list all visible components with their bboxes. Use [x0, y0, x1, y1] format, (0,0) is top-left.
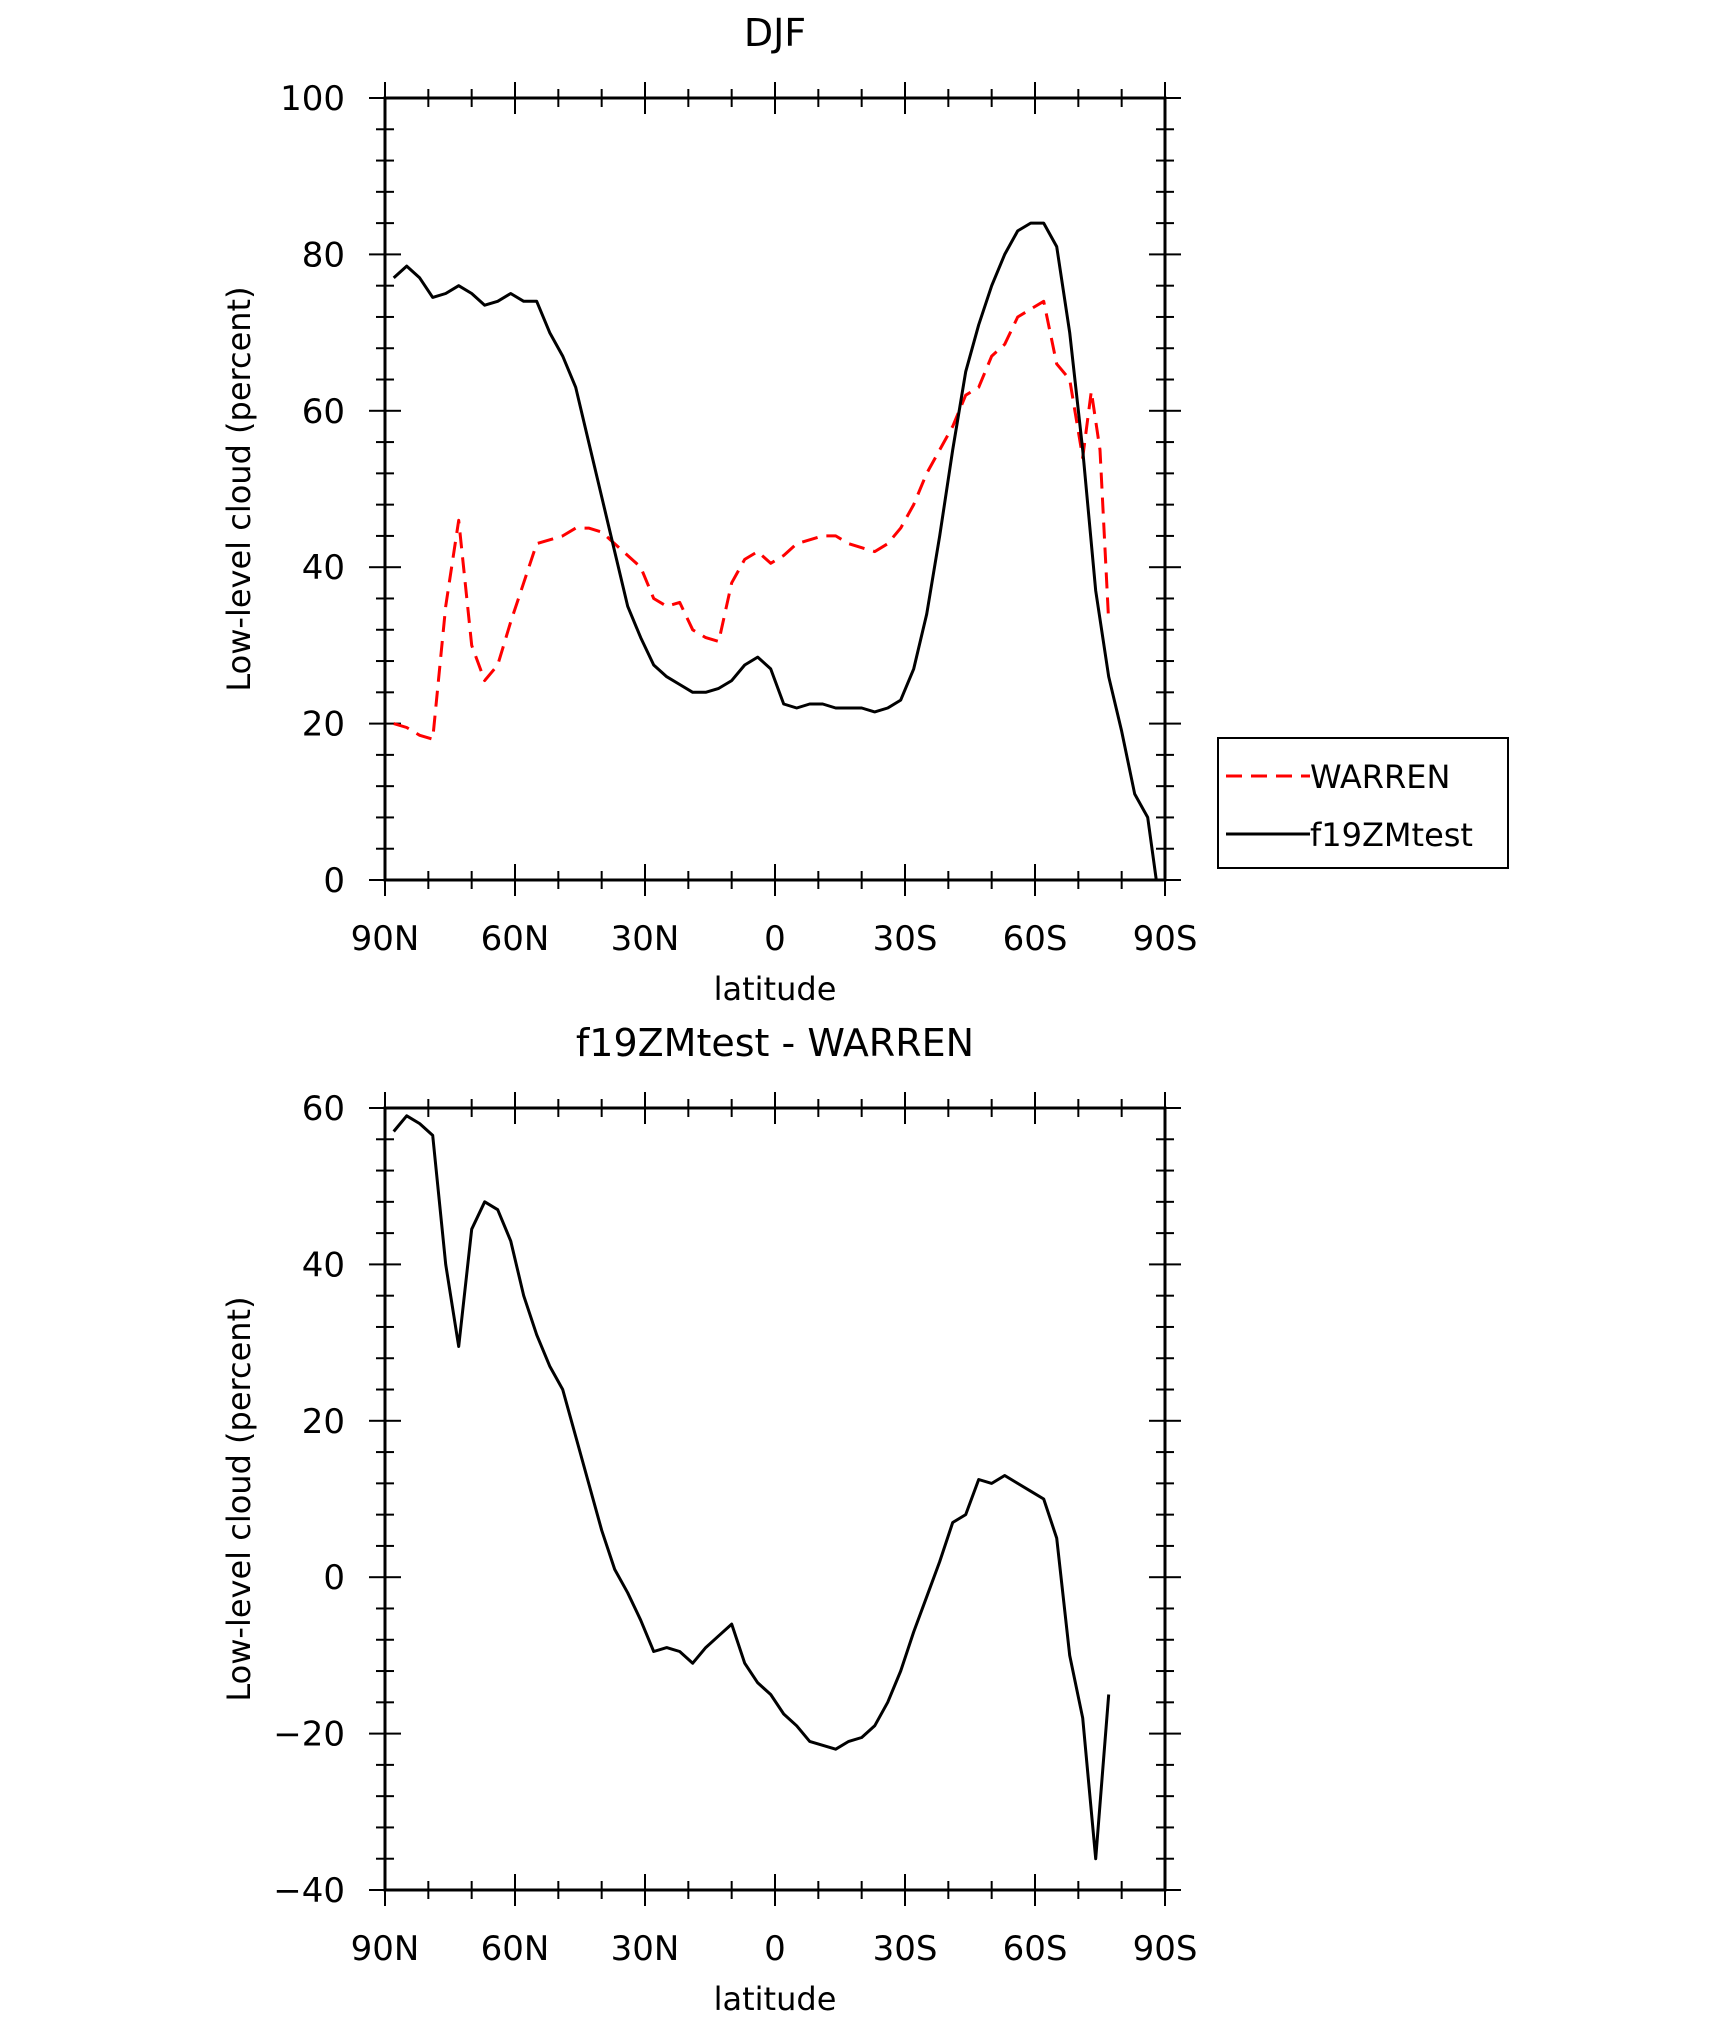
y-axis-label: Low-level cloud (percent): [220, 286, 258, 691]
series-line-f19zmtest: [392, 221, 1158, 881]
y-tick-label: 20: [302, 705, 345, 745]
x-tick-label: 60N: [481, 919, 550, 959]
x-tick-label: 0: [764, 919, 786, 959]
x-axis-label: latitude: [714, 970, 837, 1008]
legend-box: [1217, 737, 1509, 869]
x-tick-label: 90S: [1133, 919, 1198, 959]
x-tick-label: 0: [764, 1929, 786, 1969]
chart-title: DJF: [744, 11, 806, 55]
y-tick-label: −20: [273, 1715, 345, 1755]
x-tick-label: 30S: [873, 919, 938, 959]
y-tick-label: 0: [323, 1558, 345, 1598]
legend-label: f19ZMtest: [1310, 816, 1473, 854]
y-tick-label: 40: [302, 1245, 345, 1285]
chart-panel-2: f19ZMtest - WARREN 90N 60N 30N 0 30S 60S 90S −40…: [220, 1021, 1197, 2018]
y-axis-label: Low-level cloud (percent): [220, 1296, 258, 1701]
plot-frame: [383, 1106, 1167, 1892]
y-tick-label: 40: [302, 548, 345, 588]
legend-label: WARREN: [1310, 758, 1450, 796]
y-tick-label: 80: [302, 235, 345, 275]
x-tick-label: 30N: [611, 1929, 680, 1969]
x-tick-label: 90N: [351, 919, 420, 959]
y-tick-label: 60: [302, 392, 345, 432]
x-tick-label: 60S: [1003, 919, 1068, 959]
plot-frame: [383, 96, 1167, 882]
x-tick-label: 60S: [1003, 1929, 1068, 1969]
y-tick-label: 0: [323, 861, 345, 901]
chart-title: f19ZMtest - WARREN: [576, 1021, 974, 1065]
y-tick-label: −40: [273, 1871, 345, 1911]
chart-panel-1: DJF 90N 60N 30N 0 30S 60S 90S 0 20 40 60 80 100 latitu…: [220, 11, 1509, 1008]
x-tick-label: 90N: [351, 1929, 420, 1969]
y-tick-label: 20: [302, 1402, 345, 1442]
series-line-warren: [393, 299, 1111, 741]
x-tick-label: 90S: [1133, 1929, 1198, 1969]
y-tick-label: 100: [280, 79, 345, 119]
legend: WARREN f19ZMtest: [1217, 737, 1509, 869]
x-tick-label: 30N: [611, 919, 680, 959]
x-tick-label: 30S: [873, 1929, 938, 1969]
x-tick-label: 60N: [481, 1929, 550, 1969]
x-axis-label: latitude: [714, 1980, 837, 2018]
series-line-difference: [392, 1114, 1111, 1861]
y-tick-label: 60: [302, 1089, 345, 1129]
